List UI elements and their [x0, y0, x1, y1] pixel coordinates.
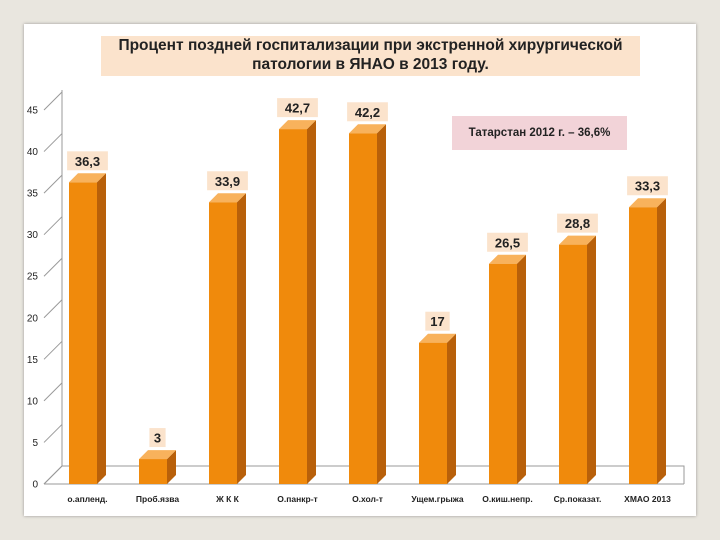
bar: [69, 182, 97, 484]
data-label-bg: [557, 213, 598, 233]
x-tick-label: О.панкр-т: [277, 494, 317, 504]
bar: [489, 263, 517, 484]
y-tick-label: 5: [32, 438, 38, 449]
data-label: 36,3: [75, 154, 100, 169]
bar-top: [279, 120, 316, 130]
y-tick-label: 0: [32, 480, 38, 491]
x-tick-label: о.апленд.: [67, 494, 107, 504]
bar-side: [167, 450, 176, 484]
y-tick-mark: [43, 424, 63, 443]
y-tick-mark: [43, 382, 63, 402]
bar-top: [349, 124, 386, 134]
data-label: 33,9: [215, 174, 240, 189]
data-label: 3: [154, 431, 161, 446]
y-tick-label: 30: [27, 230, 39, 241]
y-tick-mark: [43, 340, 63, 360]
bar-top: [69, 173, 106, 183]
x-tick-label: Ср.показат.: [554, 494, 602, 504]
bar-side: [517, 254, 526, 484]
floor-back-edge: [62, 465, 685, 484]
x-tick-label: ХМАО 2013: [624, 494, 671, 504]
data-label-bg: [627, 176, 668, 196]
data-label-bg: [207, 171, 248, 191]
bar-top: [139, 450, 176, 460]
y-tick-mark: [43, 299, 63, 319]
data-label: 42,2: [355, 105, 380, 120]
bar: [419, 342, 447, 484]
data-label: 17: [430, 314, 444, 329]
y-tick-mark: [43, 216, 63, 236]
bar-side: [587, 235, 596, 484]
y-tick-label: 20: [27, 313, 39, 324]
y-tick-label: 15: [27, 355, 39, 366]
data-label: 28,8: [565, 216, 590, 231]
bar-top: [489, 254, 526, 264]
y-tick-mark: [43, 133, 63, 152]
tatarstan-annotation: Татарстан 2012 г. – 36,6%: [452, 116, 627, 150]
data-label-bg: [347, 102, 388, 122]
x-tick-label: Проб.язва: [136, 494, 179, 504]
chart-title: Процент поздней госпитализации при экстр…: [101, 36, 640, 76]
bar-top: [559, 235, 596, 245]
bar-side: [307, 120, 316, 485]
bar-side: [237, 193, 246, 484]
bar: [349, 133, 377, 484]
x-tick-label: О.хол-т: [352, 494, 383, 504]
bar-side: [447, 333, 456, 484]
data-label-bg: [149, 428, 166, 448]
y-tick-label: 25: [27, 272, 39, 283]
bar-side: [657, 198, 666, 485]
data-label-bg: [487, 232, 528, 252]
y-tick-mark: [43, 91, 63, 111]
data-label-bg: [277, 98, 318, 118]
x-tick-label: Ущем.грыжа: [411, 494, 464, 504]
bar-top: [209, 193, 246, 203]
chart-title-line-2: патологии в ЯНАО в 2013 году.: [252, 56, 489, 73]
y-tick-mark: [43, 257, 63, 277]
bar-side: [97, 173, 106, 484]
data-label: 33,3: [635, 179, 660, 194]
data-label: 42,7: [285, 101, 310, 116]
bar-top: [419, 333, 456, 343]
bar-top: [629, 198, 666, 208]
bar: [279, 129, 307, 485]
bar: [629, 207, 657, 485]
y-tick-label: 45: [27, 106, 39, 117]
bar: [139, 459, 167, 484]
bar-side: [377, 124, 386, 484]
y-tick-mark: [43, 465, 63, 485]
chart-title-line-1: Процент поздней госпитализации при экстр…: [118, 37, 623, 54]
bar: [559, 244, 587, 484]
x-tick-label: О.киш.непр.: [482, 494, 532, 504]
bar: [209, 202, 237, 484]
y-tick-label: 35: [27, 189, 39, 200]
y-tick-label: 10: [27, 396, 39, 407]
data-label-bg: [425, 311, 450, 331]
data-label: 26,5: [495, 235, 520, 250]
data-label-bg: [67, 151, 108, 171]
x-tick-label: Ж К К: [215, 494, 240, 504]
y-tick-label: 40: [27, 147, 39, 158]
y-tick-mark: [43, 174, 63, 194]
